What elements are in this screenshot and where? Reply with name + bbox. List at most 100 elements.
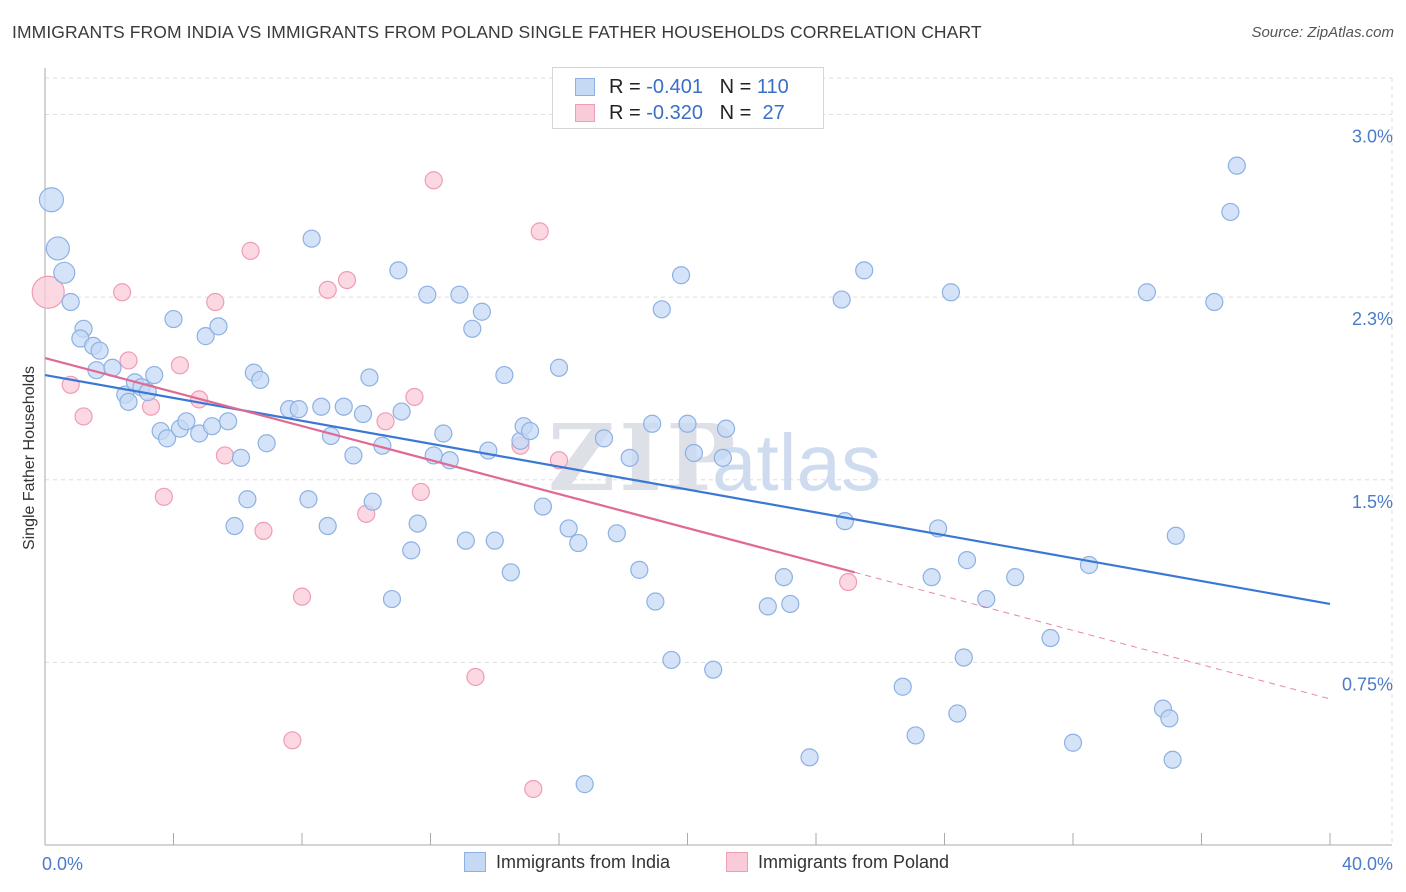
poland-point-26 <box>549 451 569 470</box>
x-tick-label-1: 40.0% <box>1342 854 1393 874</box>
poland-point-13 <box>283 731 302 750</box>
india-point-61 <box>501 563 520 582</box>
poland-point-21 <box>424 171 443 190</box>
india-point-7 <box>90 341 109 360</box>
india-point-76 <box>652 300 671 319</box>
india-point-27 <box>231 448 251 467</box>
legend-n-value-poland: 27 <box>756 102 785 124</box>
india-point-34 <box>299 490 318 509</box>
india-point-3 <box>61 292 80 312</box>
x-tick-label-0: 0.0% <box>42 854 83 874</box>
chart-title: IMMIGRANTS FROM INDIA VS IMMIGRANTS FROM… <box>12 22 982 42</box>
india-point-50 <box>418 285 437 304</box>
india-point-75 <box>646 592 665 611</box>
india-point-65 <box>533 497 553 516</box>
india-point-47 <box>392 402 411 421</box>
y-tick-label-1: 1.5% <box>1352 492 1393 512</box>
india-point-41 <box>353 404 373 424</box>
india-point-90 <box>855 261 874 280</box>
poland-point-7 <box>170 356 190 375</box>
india-point-15 <box>145 365 164 385</box>
india-point-2 <box>53 261 76 284</box>
bottom-legend-india: Immigrants from India <box>464 852 670 873</box>
trend-line-india <box>44 373 1331 606</box>
india-point-92 <box>906 726 925 745</box>
india-point-80 <box>684 443 704 463</box>
poland-point-19 <box>405 387 424 407</box>
india-point-58 <box>479 441 498 460</box>
india-point-101 <box>1041 628 1060 648</box>
india-point-86 <box>781 594 800 614</box>
india-point-11 <box>119 392 138 411</box>
india-point-91 <box>893 677 912 696</box>
poland-point-3 <box>112 283 132 302</box>
india-point-111 <box>1227 156 1246 175</box>
legend-r-label-poland: R = <box>609 102 647 124</box>
india-point-31 <box>257 434 276 453</box>
india-point-39 <box>334 397 353 416</box>
india-point-23 <box>202 417 222 436</box>
india-point-83 <box>716 419 736 438</box>
poland-point-16 <box>337 270 357 290</box>
bottom-legend-swatch-india <box>464 852 486 872</box>
india-point-69 <box>575 775 594 794</box>
y-axis-label: Single Father Households <box>21 366 38 550</box>
india-point-24 <box>209 317 228 336</box>
india-point-99 <box>977 589 996 609</box>
india-point-95 <box>941 283 961 302</box>
source-label: Source: ZipAtlas.com <box>1251 24 1394 41</box>
watermark-zip: ZIP <box>548 404 739 512</box>
trend-line-poland-extension <box>854 571 1331 700</box>
india-point-60 <box>495 365 514 385</box>
legend-n-label-poland: N = <box>719 102 757 124</box>
india-point-17 <box>157 429 177 448</box>
bottom-legend-swatch-poland <box>726 852 748 872</box>
india-point-107 <box>1163 750 1182 769</box>
india-point-88 <box>832 290 851 309</box>
india-point-79 <box>678 414 697 433</box>
legend-r-label-india: R = <box>609 76 647 98</box>
poland-point-25 <box>530 222 549 241</box>
poland-point-27 <box>839 572 858 592</box>
india-point-82 <box>713 448 732 467</box>
india-point-45 <box>382 589 402 609</box>
india-point-97 <box>954 648 973 667</box>
india-point-59 <box>485 531 504 550</box>
india-point-89 <box>835 512 855 531</box>
india-point-73 <box>630 560 649 579</box>
india-point-0 <box>38 187 65 213</box>
bottom-legend-poland: Immigrants from Poland <box>726 852 949 873</box>
poland-point-14 <box>292 587 312 606</box>
y-tick-label-0: 0.75% <box>1342 674 1393 694</box>
india-point-42 <box>360 368 379 387</box>
india-point-54 <box>450 285 469 304</box>
india-point-35 <box>302 229 321 248</box>
legend-r-value-poland: -0.320 <box>646 102 703 124</box>
poland-point-12 <box>254 521 273 540</box>
india-point-109 <box>1205 292 1224 312</box>
india-point-85 <box>774 568 793 587</box>
india-point-25 <box>219 412 238 431</box>
poland-point-22 <box>466 667 485 687</box>
india-point-72 <box>620 448 639 467</box>
poland-point-15 <box>318 280 337 299</box>
india-point-66 <box>549 358 569 377</box>
india-point-84 <box>758 597 777 616</box>
poland-point-4 <box>119 351 138 370</box>
india-point-100 <box>1006 568 1025 587</box>
india-point-43 <box>363 492 382 511</box>
trend-lines <box>44 356 1331 700</box>
india-point-49 <box>408 514 427 533</box>
india-point-56 <box>463 319 482 338</box>
legend-r-value-india: -0.401 <box>646 76 703 98</box>
india-point-77 <box>662 650 681 670</box>
poland-point-18 <box>376 412 395 431</box>
india-point-46 <box>389 261 408 280</box>
india-point-68 <box>569 533 588 553</box>
india-point-55 <box>456 531 475 550</box>
poland-point-6 <box>154 487 173 506</box>
india-point-71 <box>607 524 626 543</box>
india-point-74 <box>643 414 662 433</box>
india-point-40 <box>344 446 363 465</box>
